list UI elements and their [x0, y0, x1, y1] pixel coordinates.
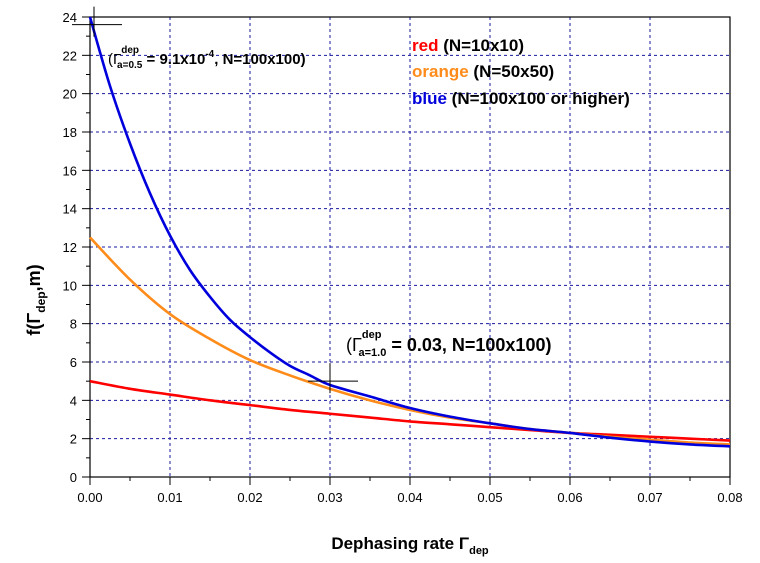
legend-blue-word: blue [412, 89, 447, 108]
x-axis-title-main: Dephasing rate Γ [331, 534, 469, 553]
annot-a05-rest: , N=100x100) [214, 51, 305, 68]
annot-a10-sub: a=1.0 [358, 347, 386, 359]
annot-a10-open: (Γ [346, 335, 362, 355]
legend-red-rest: (N=10x10) [438, 36, 524, 55]
annot-a10-sup: dep [362, 329, 382, 341]
y-tick-label: 4 [70, 393, 77, 408]
annotation-a05: (Γdep a=0.5 = 9.1x10-4, N=100x100) [108, 45, 306, 71]
y-tick-label: 20 [63, 87, 77, 102]
y-tick-label: 8 [70, 317, 77, 332]
annot-a05-exp: -4 [205, 49, 214, 60]
legend-blue-rest: (N=100x100 or higher) [447, 89, 630, 108]
legend-red-word: red [412, 36, 438, 55]
series-line-blue [88, 16, 731, 448]
y-axis-title: f(Γdep,m) [24, 264, 48, 335]
annot-a05-sub: a=0.5 [117, 60, 143, 71]
legend-orange-rest: (N=50x50) [469, 62, 555, 81]
series-line-red [89, 379, 731, 442]
x-tick-label: 0.07 [637, 490, 662, 505]
y-tick-label: 2 [70, 432, 77, 447]
x-axis-title: Dephasing rate Γdep [331, 534, 489, 557]
annot-a05-open: (Γ [108, 51, 121, 68]
legend-entry-orange: orange (N=50x50) [412, 62, 554, 81]
annotation-a10: (Γdep a=1.0 = 0.03, N=100x100) [346, 329, 551, 359]
y-tick-label: 14 [63, 202, 77, 217]
x-axis-title-sub: dep [469, 545, 489, 557]
legend-entry-blue: blue (N=100x100 or higher) [412, 89, 630, 108]
grid-layer [90, 17, 730, 477]
annot-a10-value: = 0.03, N=100x100) [386, 335, 551, 355]
y-tick-label: 24 [63, 10, 77, 25]
ticks-layer: 0.00 0.01 0.02 0.03 0.04 0.05 0.06 0.07 0.080246… [63, 10, 743, 505]
y-tick-label: 22 [63, 48, 77, 63]
annotation-markers [72, 6, 358, 394]
y-tick-label: 12 [63, 240, 77, 255]
x-tick-label: 0.05 [477, 490, 502, 505]
series-layer [88, 16, 731, 448]
y-tick-label: 16 [63, 163, 77, 178]
x-tick-label: 0.08 [717, 490, 742, 505]
y-axis-title-post: ,m) [24, 264, 44, 291]
y-axis-title-sub: dep [34, 291, 48, 312]
y-tick-label: 0 [70, 470, 77, 485]
legend-orange-word: orange [412, 62, 469, 81]
x-tick-label: 0.01 [157, 490, 182, 505]
x-tick-label: 0.06 [557, 490, 582, 505]
x-tick-label: 0.03 [317, 490, 342, 505]
x-tick-label: 0.04 [397, 490, 422, 505]
x-tick-label: 0.00 [77, 490, 102, 505]
annot-a05-sup: dep [121, 45, 139, 56]
legend: red (N=10x10) orange (N=50x50) blue (N=1… [412, 36, 630, 108]
x-tick-label: 0.02 [237, 490, 262, 505]
annot-a05-value: = 9.1x10 [142, 51, 205, 68]
y-tick-label: 10 [63, 278, 77, 293]
y-axis-title-pre: f(Γ [24, 313, 44, 336]
legend-entry-red: red (N=10x10) [412, 36, 524, 55]
y-tick-label: 6 [70, 355, 77, 370]
y-tick-label: 18 [63, 125, 77, 140]
